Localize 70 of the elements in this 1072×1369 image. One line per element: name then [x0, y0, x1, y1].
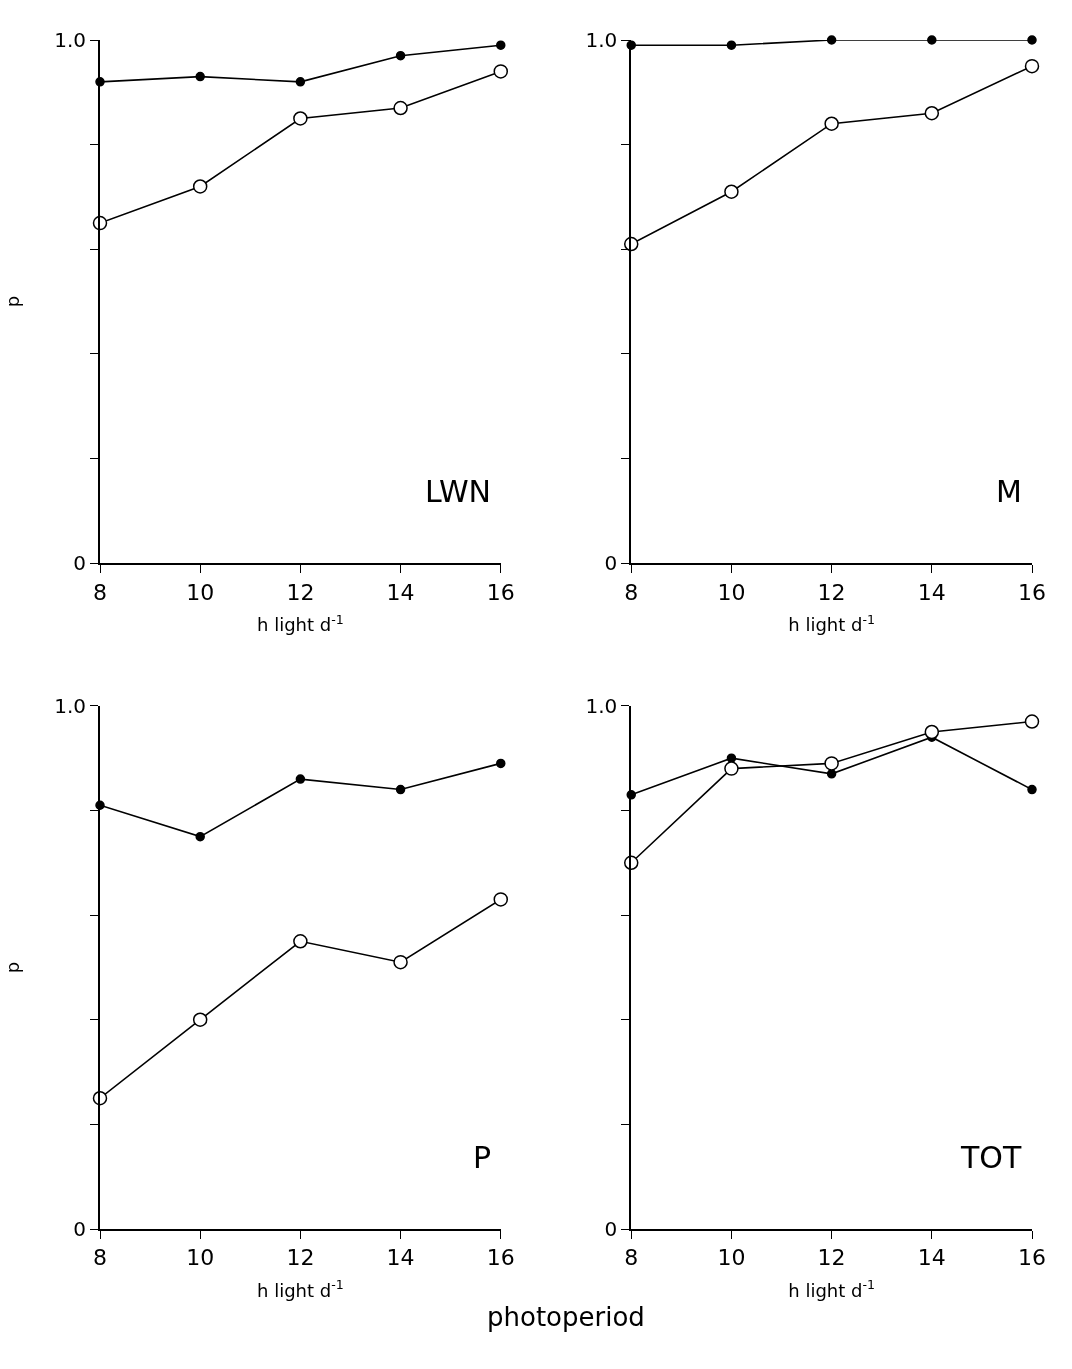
x-tick-label: 10	[717, 579, 746, 605]
x-tick-label: 12	[817, 1245, 846, 1271]
point	[395, 784, 406, 795]
x-tick-label: 10	[717, 1245, 746, 1271]
point	[724, 184, 739, 199]
point	[826, 769, 837, 779]
point	[924, 105, 940, 121]
point	[1027, 35, 1037, 45]
x-tick-label: 8	[93, 579, 107, 605]
point	[924, 724, 940, 740]
y-tick-label: 1.0	[54, 28, 86, 52]
y-tick-label: 0	[604, 551, 618, 576]
point	[824, 116, 839, 131]
x-tick-label: 12	[286, 1245, 315, 1271]
point	[724, 761, 739, 776]
x-tick-label: 10	[186, 579, 215, 605]
x-tick-label: 8	[93, 1245, 107, 1271]
point	[192, 179, 208, 194]
point	[826, 35, 837, 45]
point	[1027, 784, 1037, 795]
point	[295, 774, 306, 784]
x-axis-title: h light d$^{-1}$	[788, 611, 875, 636]
x-tick-label: 14	[386, 579, 415, 605]
point	[493, 64, 509, 79]
point	[195, 71, 205, 82]
y-tick-label: 1.0	[54, 693, 86, 718]
point	[496, 758, 506, 769]
text: photoperiod	[487, 1302, 645, 1332]
x-tick-label: 12	[286, 579, 315, 605]
x-axis-title: h light d$^{-1}$	[257, 1277, 344, 1301]
point	[1024, 58, 1040, 74]
point	[393, 100, 408, 116]
x-axis-title: h light d$^{-1}$	[788, 1277, 875, 1301]
y-tick-label: 1.0	[585, 693, 618, 718]
annotation: P	[473, 1140, 492, 1175]
y-axis-title: p	[1, 961, 23, 974]
point	[293, 111, 308, 126]
x-tick-label: 16	[486, 579, 515, 605]
x-tick-label: 8	[624, 1245, 639, 1271]
point	[493, 892, 509, 907]
x-tick-label: 16	[486, 1245, 515, 1271]
point	[927, 35, 937, 45]
point	[192, 1012, 208, 1027]
point	[395, 50, 406, 61]
point	[726, 40, 737, 50]
point	[195, 831, 205, 842]
x-tick-label: 16	[1018, 1245, 1046, 1271]
point	[726, 753, 737, 763]
x-tick-label: 8	[624, 579, 639, 605]
point	[293, 934, 308, 949]
x-tick-label: 14	[917, 1245, 946, 1271]
x-axis-title: h light d$^{-1}$	[257, 611, 344, 636]
y-axis-title: p	[1, 295, 23, 308]
annotation: M	[996, 474, 1022, 509]
point	[295, 77, 306, 87]
annotation: LWN	[425, 474, 492, 509]
y-tick-label: 0	[73, 1217, 86, 1241]
point	[1024, 714, 1040, 729]
x-tick-label: 12	[817, 579, 846, 605]
y-tick-label: 1.0	[585, 28, 618, 52]
point	[824, 756, 839, 771]
x-tick-label: 16	[1018, 579, 1046, 605]
x-tick-label: 14	[917, 579, 946, 605]
annotation: TOT	[960, 1140, 1022, 1175]
point	[393, 954, 408, 970]
y-tick-label: 0	[73, 551, 86, 576]
x-tick-label: 14	[386, 1245, 415, 1271]
x-tick-label: 10	[186, 1245, 215, 1271]
point	[496, 40, 506, 50]
y-tick-label: 0	[604, 1217, 618, 1241]
